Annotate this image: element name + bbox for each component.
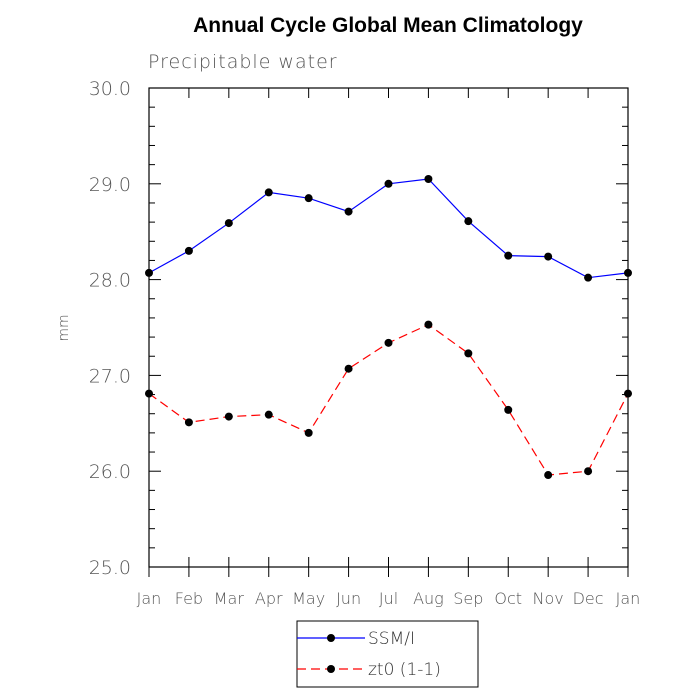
data-point	[384, 179, 393, 188]
legend-marker-zt0	[327, 665, 335, 673]
x-tick-label: Apr	[255, 589, 283, 608]
y-tick-label: 30.0	[89, 78, 131, 100]
series-line-0	[148, 178, 629, 279]
x-tick-label: Jun	[336, 589, 361, 608]
y-axis-label: mm	[56, 314, 72, 341]
data-point	[624, 268, 632, 277]
plot-frame	[148, 87, 629, 568]
x-tick-label: Nov	[533, 589, 564, 608]
data-point	[224, 412, 233, 421]
data-point	[544, 252, 553, 261]
data-point	[544, 471, 553, 480]
data-point	[184, 418, 193, 427]
chart-subtitle: Precipitable water	[148, 51, 338, 73]
data-point	[264, 410, 273, 419]
data-point	[504, 405, 513, 414]
data-point	[384, 338, 393, 347]
legend-label-zt0: zt0 (1-1)	[368, 660, 441, 680]
series-line-1	[148, 323, 629, 476]
x-tick-label: May	[292, 589, 325, 608]
data-point	[584, 273, 593, 282]
data-point	[584, 467, 593, 476]
data-point	[464, 217, 473, 226]
data-point	[224, 219, 233, 228]
data-point	[624, 389, 632, 398]
data-point	[424, 175, 433, 184]
legend: SSM/I zt0 (1-1)	[296, 620, 479, 688]
legend-label-ssmi: SSM/I	[368, 629, 415, 649]
data-point	[424, 320, 433, 329]
y-tick-label: 25.0	[89, 557, 131, 579]
x-tick-labels: Jan Feb Mar Apr May Jun Jul Aug Sep Oct Nov Dec Jan	[137, 589, 641, 608]
y-tick-label: 29.0	[89, 174, 131, 196]
y-tick-label: 28.0	[89, 270, 131, 292]
y-tick-labels: 25.0 26.0 27.0 28.0 29.0 30.0	[89, 78, 131, 579]
x-tick-label: Jul	[379, 589, 398, 608]
x-tick-label: Dec	[573, 589, 604, 608]
x-tick-label: Sep	[453, 589, 483, 608]
x-tick-label: Aug	[413, 589, 444, 608]
data-point	[344, 364, 353, 373]
data-point	[264, 188, 273, 197]
plot-axes	[148, 87, 629, 577]
x-tick-label: Mar	[214, 589, 245, 608]
data-point	[145, 268, 153, 277]
data-point	[344, 207, 353, 216]
data-point	[504, 251, 513, 260]
y-tick-label: 26.0	[89, 461, 131, 483]
x-tick-label: Jan	[616, 589, 641, 608]
y-tick-label: 27.0	[89, 365, 131, 387]
data-point	[304, 194, 313, 203]
series-group	[145, 175, 632, 480]
x-tick-label: Oct	[494, 589, 522, 608]
x-tick-label: Jan	[137, 589, 162, 608]
data-point	[184, 246, 193, 255]
data-point	[304, 428, 313, 437]
legend-box	[296, 620, 479, 688]
x-tick-label: Feb	[175, 589, 203, 608]
data-point	[464, 349, 473, 358]
data-point	[145, 389, 153, 398]
legend-marker-ssmi	[327, 634, 335, 642]
chart-title: Annual Cycle Global Mean Climatology	[193, 14, 583, 37]
